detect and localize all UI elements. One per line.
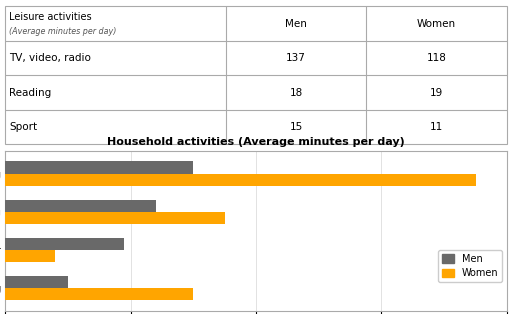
- Text: 118: 118: [426, 53, 446, 63]
- Bar: [5, 276, 68, 288]
- Text: 19: 19: [430, 88, 443, 98]
- Text: TV, video, radio: TV, video, radio: [9, 53, 91, 63]
- Bar: [5, 212, 225, 224]
- Text: 11: 11: [430, 122, 443, 132]
- Bar: [5, 288, 194, 300]
- Text: Reading: Reading: [9, 88, 51, 98]
- Bar: [5, 174, 476, 186]
- Text: Leisure activities: Leisure activities: [9, 12, 92, 22]
- Text: 15: 15: [289, 122, 303, 132]
- Title: Household activities (Average minutes per day): Household activities (Average minutes pe…: [107, 137, 405, 147]
- Text: 18: 18: [289, 88, 303, 98]
- Bar: [5, 161, 194, 174]
- Bar: [5, 199, 156, 212]
- Text: Women: Women: [417, 19, 456, 29]
- Bar: [5, 238, 124, 250]
- Text: 137: 137: [286, 53, 306, 63]
- Text: Sport: Sport: [9, 122, 37, 132]
- Legend: Men, Women: Men, Women: [438, 250, 502, 282]
- Text: (Average minutes per day): (Average minutes per day): [9, 27, 117, 36]
- Text: Men: Men: [285, 19, 307, 29]
- Bar: [5, 250, 55, 262]
